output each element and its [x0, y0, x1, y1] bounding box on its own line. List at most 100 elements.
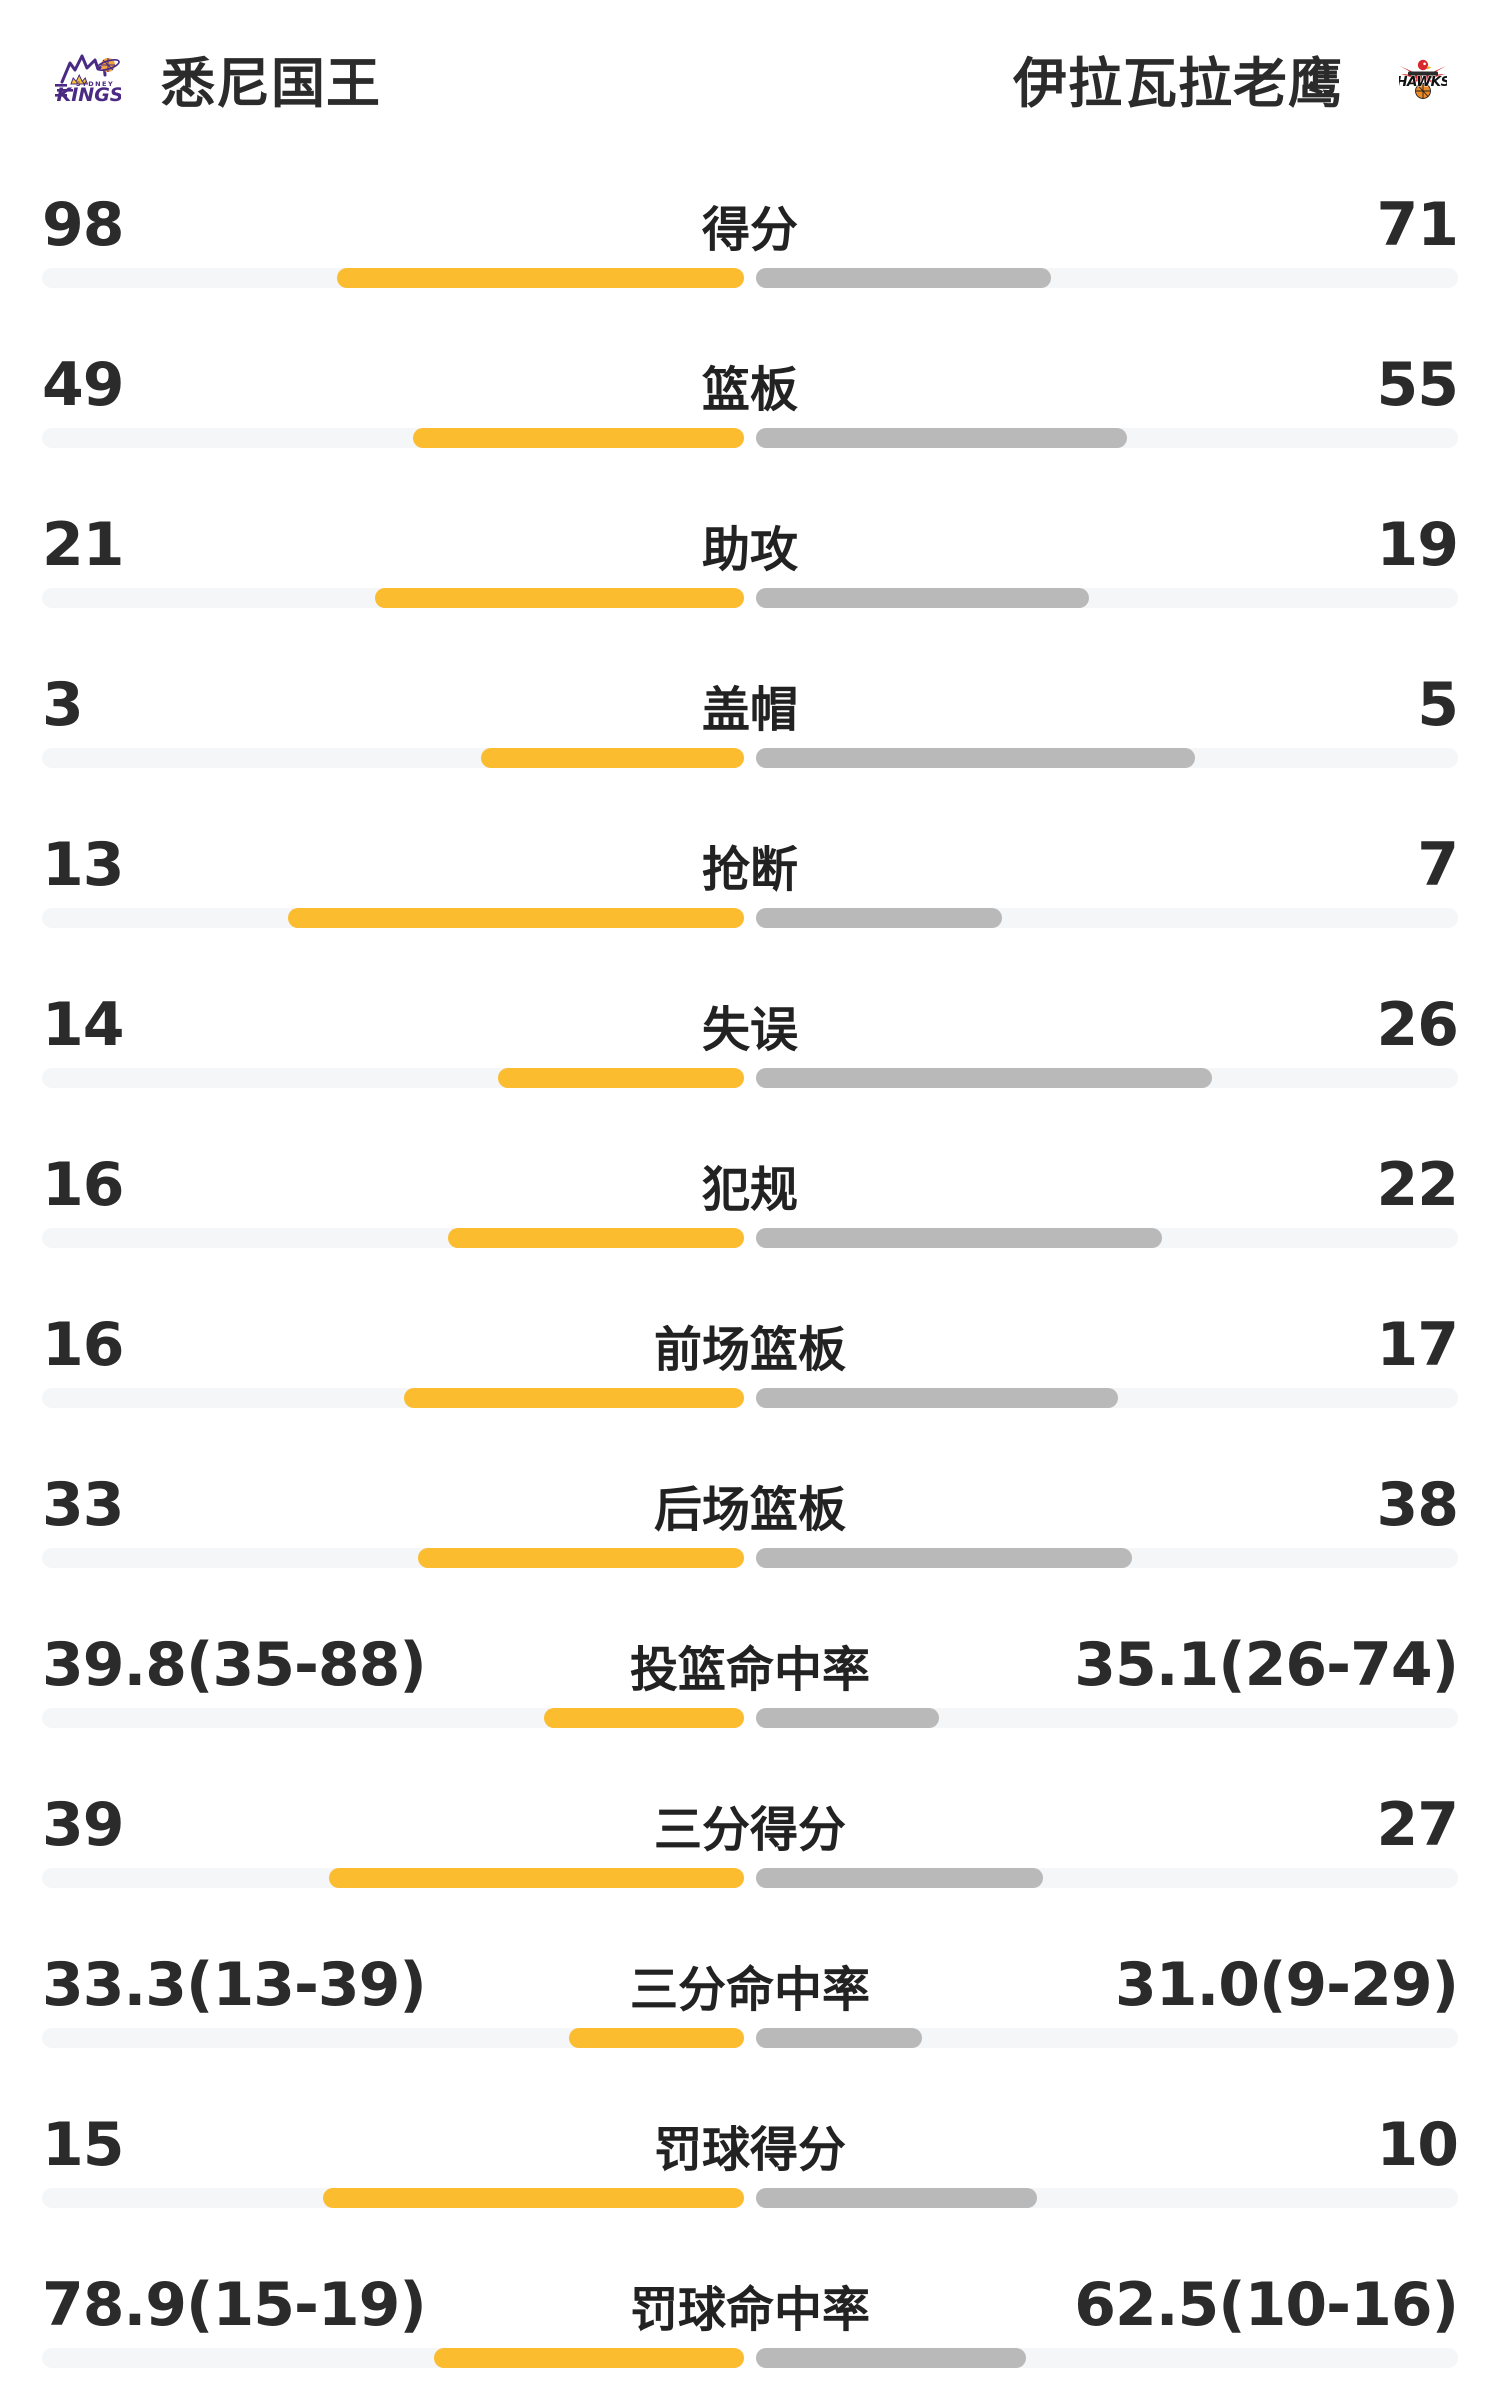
- away-bar-track: [756, 2188, 1458, 2208]
- away-bar-fill: [756, 1388, 1118, 1408]
- away-value: 10: [1376, 2110, 1459, 2180]
- stat-label: 后场篮板: [653, 1482, 846, 1538]
- home-bar-track: [42, 268, 744, 288]
- away-value: 27: [1376, 1790, 1459, 1860]
- stat-bars-line: [42, 1548, 1458, 1568]
- stat-values-line: 39 三分得分 27: [42, 1788, 1459, 1862]
- stat-values-line: 78.9(15-19) 罚球命中率 62.5(10-16): [42, 2268, 1459, 2342]
- away-bar-track: [756, 908, 1458, 928]
- home-bar-fill: [413, 428, 744, 448]
- home-bar-fill: [434, 2348, 744, 2368]
- stat-label: 得分: [701, 202, 798, 258]
- home-bar-fill: [403, 1388, 744, 1408]
- stat-label: 罚球命中率: [629, 2282, 870, 2338]
- stat-label: 前场篮板: [653, 1322, 846, 1378]
- stats-comparison-list: 98 得分 71 49 篮板 55: [0, 166, 1500, 2368]
- stat-label: 盖帽: [701, 682, 798, 738]
- home-bar-track: [42, 1708, 744, 1728]
- kings-logo-wordmark-top: SYDNEY: [76, 80, 114, 88]
- home-value: 39.8(35-88): [42, 1630, 427, 1700]
- away-team[interactable]: 伊拉瓦拉老鹰 HAWKS: [1013, 39, 1447, 118]
- home-bar-fill: [568, 2028, 744, 2048]
- home-value: 3: [42, 670, 84, 740]
- home-bar-fill: [322, 2188, 744, 2208]
- away-bar-fill: [756, 1068, 1213, 1088]
- home-bar-track: [42, 1548, 744, 1568]
- stat-bars-line: [42, 2028, 1458, 2048]
- home-bar-fill: [375, 588, 744, 608]
- stat-values-line: 16 犯规 22: [42, 1148, 1459, 1222]
- away-bar-fill: [756, 1868, 1044, 1888]
- away-team-name: 伊拉瓦拉老鹰: [1013, 51, 1343, 115]
- away-value: 22: [1376, 1150, 1459, 1220]
- stat-bars-line: [42, 1708, 1458, 1728]
- stat-row: 39 三分得分 27: [42, 1766, 1459, 1888]
- home-value: 13: [42, 830, 124, 900]
- home-value: 21: [42, 510, 124, 580]
- stat-label: 篮板: [701, 362, 798, 418]
- stat-values-line: 14 失误 26: [42, 988, 1459, 1062]
- away-bar-track: [756, 428, 1458, 448]
- sydney-kings-logo-icon: SYDNEY KINGS: [55, 54, 121, 102]
- stat-label: 助攻: [701, 522, 798, 578]
- stat-row: 15 罚球得分 10: [42, 2086, 1459, 2208]
- home-value: 78.9(15-19): [42, 2270, 427, 2340]
- away-bar-track: [756, 2348, 1458, 2368]
- away-bar-fill: [756, 2188, 1037, 2208]
- stat-row: 39.8(35-88) 投篮命中率 35.1(26-74): [42, 1606, 1459, 1728]
- away-value: 31.0(9-29): [1114, 1950, 1459, 2020]
- stat-row: 21 助攻 19: [42, 486, 1459, 608]
- home-bar-track: [42, 1388, 744, 1408]
- away-bar-fill: [756, 2348, 1027, 2368]
- stat-values-line: 98 得分 71: [42, 188, 1459, 262]
- stat-row: 16 犯规 22: [42, 1126, 1459, 1248]
- stat-values-line: 39.8(35-88) 投篮命中率 35.1(26-74): [42, 1628, 1459, 1702]
- home-value: 15: [42, 2110, 124, 2180]
- match-stats-header: SYDNEY KINGS 悉尼国王 伊拉瓦拉老鹰 HAWKS: [0, 0, 1500, 116]
- stat-label: 罚球得分: [653, 2122, 846, 2178]
- home-bar-track: [42, 2188, 744, 2208]
- stat-label: 投篮命中率: [629, 1642, 870, 1698]
- away-bar-fill: [756, 1228, 1163, 1248]
- stat-row: 49 篮板 55: [42, 326, 1459, 448]
- home-bar-fill: [498, 1068, 744, 1088]
- stat-bars-line: [42, 908, 1458, 928]
- stat-bars-line: [42, 2188, 1458, 2208]
- home-bar-fill: [417, 1548, 744, 1568]
- stat-row: 16 前场篮板 17: [42, 1286, 1459, 1408]
- away-bar-track: [756, 268, 1458, 288]
- home-bar-track: [42, 1868, 744, 1888]
- away-value: 62.5(10-16): [1074, 2270, 1459, 2340]
- home-bar-track: [42, 2028, 744, 2048]
- away-bar-track: [756, 1548, 1458, 1568]
- stat-row: 33.3(13-39) 三分命中率 31.0(9-29): [42, 1926, 1459, 2048]
- stat-bars-line: [42, 2348, 1458, 2368]
- home-team-name: 悉尼国王: [161, 51, 381, 115]
- home-value: 39: [42, 1790, 124, 1860]
- stat-label: 抢断: [701, 842, 798, 898]
- away-bar-track: [756, 748, 1458, 768]
- home-value: 33.3(13-39): [42, 1950, 427, 2020]
- stat-bars-line: [42, 588, 1458, 608]
- stat-label: 失误: [701, 1002, 798, 1058]
- away-bar-track: [756, 2028, 1458, 2048]
- away-bar-fill: [756, 588, 1090, 608]
- stat-row: 98 得分 71: [42, 166, 1459, 288]
- away-bar-fill: [756, 268, 1051, 288]
- home-value: 98: [42, 190, 124, 260]
- away-bar-fill: [756, 748, 1195, 768]
- away-value: 55: [1376, 350, 1459, 420]
- away-bar-fill: [756, 1548, 1132, 1568]
- home-value: 33: [42, 1470, 124, 1540]
- away-value: 17: [1376, 1310, 1459, 1380]
- home-bar-fill: [287, 908, 744, 928]
- home-bar-track: [42, 1228, 744, 1248]
- home-bar-track: [42, 588, 744, 608]
- stat-values-line: 13 抢断 7: [42, 828, 1459, 902]
- away-bar-track: [756, 1708, 1458, 1728]
- stat-label: 三分命中率: [629, 1962, 870, 2018]
- stat-values-line: 33 后场篮板 38: [42, 1468, 1459, 1542]
- home-bar-fill: [543, 1708, 744, 1728]
- home-team[interactable]: SYDNEY KINGS 悉尼国王: [55, 39, 381, 118]
- home-value: 16: [42, 1150, 124, 1220]
